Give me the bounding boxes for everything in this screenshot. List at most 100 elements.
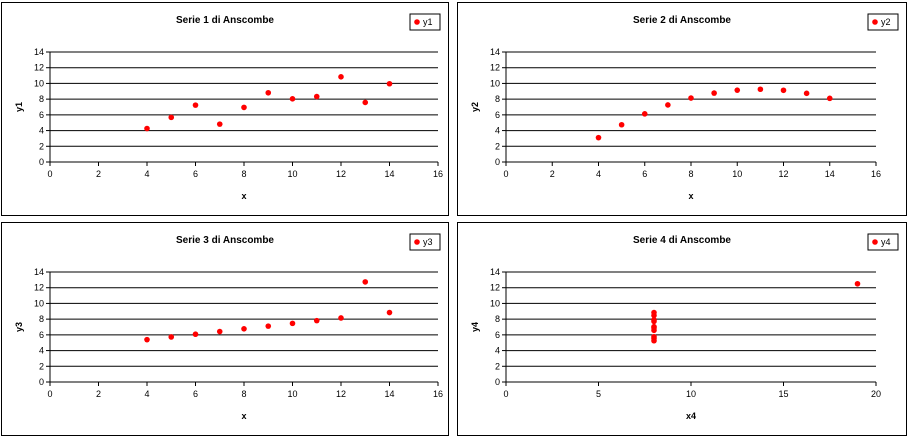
data-point — [289, 320, 296, 327]
y-tick-label: 10 — [490, 298, 500, 308]
y-tick-label: 8 — [39, 314, 44, 324]
x-tick-label: 2 — [96, 389, 101, 399]
legend-box — [409, 233, 441, 251]
y-tick-label: 14 — [34, 47, 44, 57]
data-point — [734, 87, 741, 93]
x-tick-label: 4 — [144, 389, 149, 399]
chart-title: Serie 3 di Anscombe — [176, 235, 274, 246]
legend-label: y2 — [881, 17, 891, 27]
data-point — [854, 280, 861, 287]
y-axis-label: y4 — [470, 322, 480, 332]
data-point — [618, 121, 625, 128]
y-tick-label: 8 — [39, 94, 44, 104]
y-tick-label: 14 — [490, 47, 500, 57]
x-tick-label: 0 — [503, 389, 508, 399]
x-tick-label: 16 — [433, 169, 443, 179]
y-tick-label: 6 — [39, 330, 44, 340]
data-point — [386, 80, 393, 87]
legend-box — [867, 233, 899, 251]
data-point — [144, 336, 150, 343]
data-point — [313, 93, 320, 100]
y-tick-label: 6 — [39, 110, 44, 120]
data-point — [192, 102, 199, 108]
chart-title: Serie 2 di Anscombe — [633, 15, 731, 26]
x-tick-label: 8 — [241, 169, 246, 179]
x-tick-label: 5 — [596, 389, 601, 399]
x-tick-label: 2 — [550, 169, 555, 179]
data-point — [757, 86, 764, 93]
y-tick-label: 2 — [39, 141, 44, 151]
y-tick-label: 10 — [34, 298, 44, 308]
x-axis-label: x4 — [686, 411, 696, 421]
y-tick-label: 8 — [495, 94, 500, 104]
y-tick-label: 6 — [495, 330, 500, 340]
y-tick-label: 12 — [34, 63, 44, 73]
legend-label: y1 — [423, 17, 433, 27]
data-point — [168, 334, 175, 340]
x-tick-label: 10 — [287, 169, 297, 179]
data-point — [313, 317, 320, 324]
legend-marker — [414, 239, 420, 245]
y-tick-label: 0 — [39, 377, 44, 387]
x-tick-label: 6 — [642, 169, 647, 179]
chart-title: Serie 4 di Anscombe — [633, 235, 731, 246]
data-point — [651, 317, 657, 323]
data-point — [595, 134, 602, 141]
scatter-chart: Serie 4 di Anscombe 0 2 4 6 8 10 12 14 0 5 10 15 20 x4… — [470, 233, 899, 421]
data-point — [338, 315, 344, 321]
legend-marker — [872, 239, 878, 245]
data-point — [665, 102, 671, 108]
x-tick-label: 6 — [193, 169, 198, 179]
chart-title: Serie 1 di Anscombe — [176, 15, 274, 26]
legend-marker — [414, 19, 420, 25]
x-tick-label: 12 — [336, 389, 346, 399]
data-point — [289, 96, 296, 102]
x-tick-label: 14 — [384, 389, 394, 399]
scatter-chart: Serie 1 di Anscombe 0 2 4 6 8 10 12 14 0 2 4 6 8 10 12 1… — [14, 13, 443, 201]
chart-panel-serie-3: Serie 3 di Anscombe 0 2 4 6 8 10 12 14 0 2 4 6 8 10 12 1… — [1, 222, 449, 436]
y-axis-label: y1 — [14, 102, 24, 112]
data-point — [265, 89, 272, 96]
y-axis-label: y3 — [14, 322, 24, 332]
y-tick-label: 12 — [34, 283, 44, 293]
data-point — [826, 95, 833, 102]
x-tick-label: 12 — [336, 169, 346, 179]
x-tick-label: 8 — [241, 389, 246, 399]
data-point — [651, 312, 657, 319]
data-point — [216, 328, 223, 335]
chart-panel-serie-4: Serie 4 di Anscombe 0 2 4 6 8 10 12 14 0 5 10 15 20 x4… — [457, 222, 907, 436]
x-tick-label: 4 — [596, 169, 601, 179]
y-tick-label: 12 — [490, 63, 500, 73]
scatter-chart: Serie 2 di Anscombe 0 2 4 6 8 10 12 14 0 2 4 6 8 10 12 1… — [470, 13, 899, 201]
y-tick-label: 2 — [495, 361, 500, 371]
x-axis-label: x — [688, 191, 693, 201]
data-point — [168, 114, 175, 121]
y-tick-label: 10 — [490, 78, 500, 88]
x-tick-label: 14 — [825, 169, 835, 179]
legend-box — [409, 13, 441, 31]
y-tick-label: 2 — [39, 361, 44, 371]
legend-label: y4 — [881, 237, 891, 247]
x-tick-label: 0 — [47, 389, 52, 399]
data-point — [241, 326, 247, 332]
data-point — [803, 90, 810, 97]
x-tick-label: 10 — [287, 389, 297, 399]
x-tick-label: 16 — [871, 169, 881, 179]
data-point — [651, 325, 657, 331]
data-point — [192, 331, 199, 338]
x-axis-label: x — [241, 191, 246, 201]
x-tick-label: 6 — [193, 389, 198, 399]
y-tick-label: 14 — [34, 267, 44, 277]
y-tick-label: 0 — [495, 157, 500, 167]
data-point — [362, 279, 369, 285]
legend-marker — [872, 19, 878, 25]
y-tick-label: 4 — [495, 126, 500, 136]
x-tick-label: 12 — [778, 169, 788, 179]
legend-box — [867, 13, 899, 31]
chart-panel-serie-2: Serie 2 di Anscombe 0 2 4 6 8 10 12 14 0 2 4 6 8 10 12 1… — [457, 2, 907, 216]
x-tick-label: 10 — [732, 169, 742, 179]
x-tick-label: 14 — [384, 169, 394, 179]
chart-panel-serie-1: Serie 1 di Anscombe 0 2 4 6 8 10 12 14 0 2 4 6 8 10 12 1… — [1, 2, 449, 216]
x-tick-label: 2 — [96, 169, 101, 179]
x-tick-label: 20 — [871, 389, 881, 399]
